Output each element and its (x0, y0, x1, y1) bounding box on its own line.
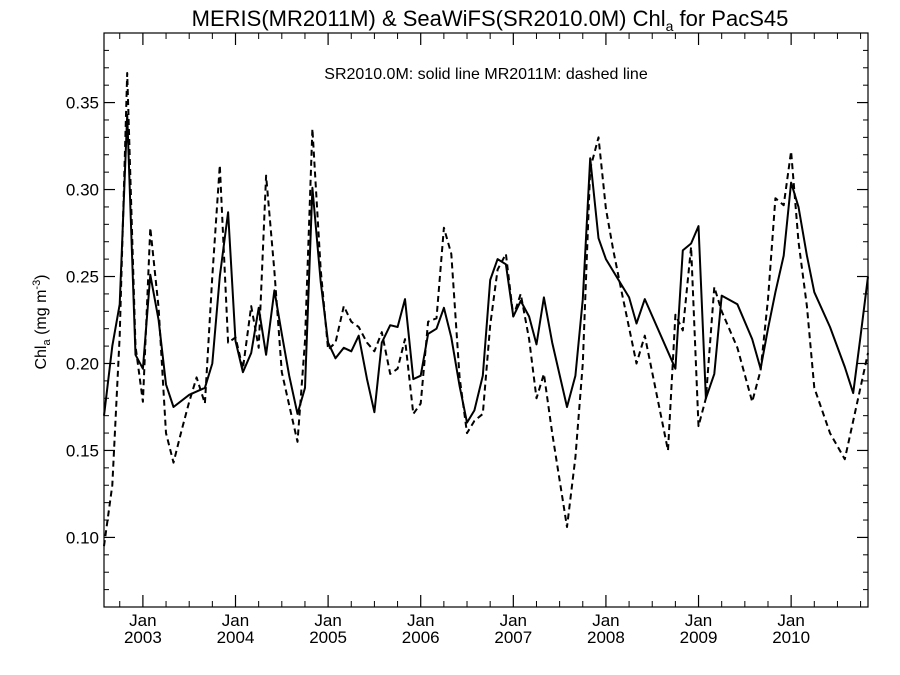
x-tick-year: 2003 (124, 628, 162, 647)
x-tick-month: Jan (500, 611, 527, 630)
series-annotation: SR2010.0M: solid line MR2011M: dashed li… (324, 66, 648, 83)
chart-title: MERIS(MR2011M) & SeaWiFS(SR2010.0M) Chla… (192, 6, 789, 34)
y-tick-label: 0.30 (66, 181, 99, 200)
x-tick-year: 2010 (772, 628, 810, 647)
y-axis: 0.10 0.15 0.20 0.25 0.30 0.35 (66, 49, 868, 591)
y-tick-label: 0.20 (66, 354, 99, 373)
x-tick-year: 2009 (680, 628, 718, 647)
x-tick-month: Jan (222, 611, 249, 630)
x-tick-month: Jan (777, 611, 804, 630)
y-tick-label: 0.15 (66, 441, 99, 460)
series-line-sr2010-0m (103, 113, 869, 424)
x-tick-year: 2007 (494, 628, 532, 647)
y-tick-label: 0.35 (66, 94, 99, 113)
y-axis-label: Chla (mg m-3) (31, 274, 53, 369)
x-tick-month: Jan (407, 611, 434, 630)
x-tick-year: 2006 (402, 628, 440, 647)
x-tick-month: Jan (129, 611, 156, 630)
x-tick-year: 2004 (217, 628, 255, 647)
x-tick-year: 2005 (309, 628, 347, 647)
series-line-mr2011m (103, 72, 869, 547)
y-tick-label: 0.10 (66, 528, 99, 547)
x-tick-month: Jan (314, 611, 341, 630)
x-tick-month: Jan (592, 611, 619, 630)
x-tick-year: 2008 (587, 628, 625, 647)
series-group (103, 72, 869, 547)
x-tick-month: Jan (685, 611, 712, 630)
y-tick-label: 0.25 (66, 268, 99, 287)
plot-frame (103, 32, 869, 608)
x-axis: Jan2003Jan2004Jan2005Jan2006Jan2007Jan20… (119, 33, 862, 647)
